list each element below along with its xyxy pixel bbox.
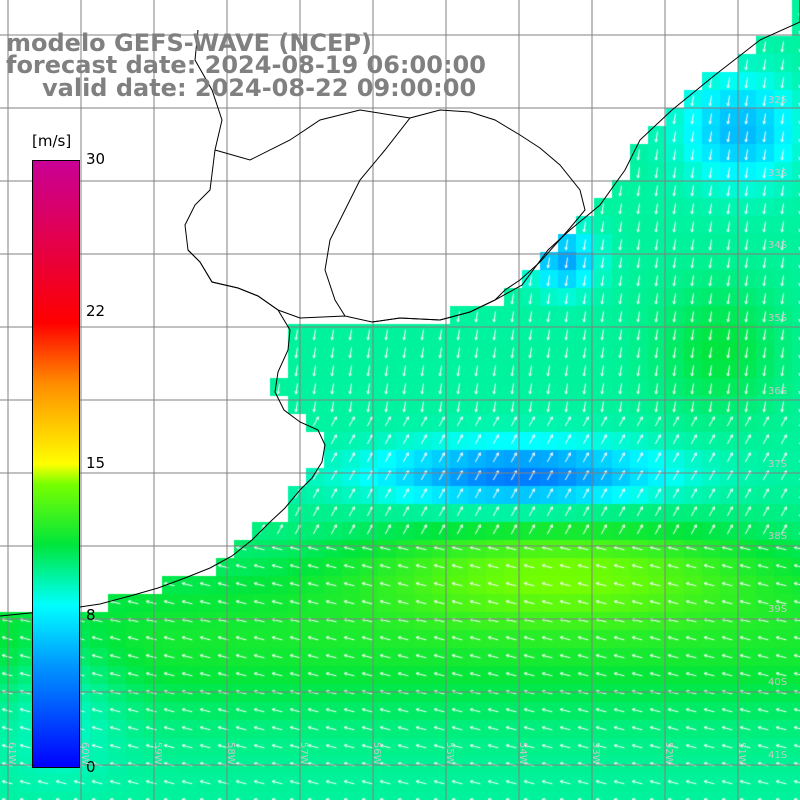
lat-label: 35S — [768, 313, 788, 324]
coastline-argentina — [0, 249, 326, 617]
lat-label: 40S — [768, 677, 788, 688]
colorbar-tick: 0 — [86, 758, 96, 776]
lon-label: 53W — [590, 742, 601, 765]
lon-label: 57W — [298, 742, 309, 765]
lat-label: 32S — [768, 95, 788, 106]
border-argentina-uruguay — [214, 109, 411, 161]
coastline-north — [184, 0, 800, 323]
lon-label: 60W — [79, 742, 90, 765]
lon-label: 58W — [225, 742, 236, 765]
lat-label: 33S — [768, 168, 788, 179]
lat-label: 37S — [768, 459, 788, 470]
lon-label: 55W — [444, 742, 455, 765]
colorbar-tick: 8 — [86, 606, 96, 624]
forecast-date: forecast date: 2024-08-19 06:00:00 — [6, 51, 486, 79]
colorbar-tick: 22 — [86, 302, 106, 320]
model-title: modelo GEFS-WAVE (NCEP) — [6, 29, 372, 57]
lon-label: 59W — [152, 742, 163, 765]
colorbar-tick: 30 — [86, 150, 106, 168]
colorbar-unit: [m/s] — [32, 132, 72, 150]
lat-label: 38S — [768, 531, 788, 542]
lon-label: 56W — [371, 742, 382, 765]
lon-label: 52W — [663, 742, 674, 765]
lat-label: 41S — [768, 750, 788, 761]
valid-date: valid date: 2024-08-22 09:00:00 — [42, 74, 477, 102]
lon-label: 51W — [736, 742, 747, 765]
lat-label: 39S — [768, 604, 788, 615]
lon-label: 61W — [6, 742, 17, 765]
lon-label: 54W — [517, 742, 528, 765]
lat-label: 34S — [768, 240, 788, 251]
border-uruguay — [324, 109, 586, 323]
colorbar-tick: 15 — [86, 454, 106, 472]
lat-label: 36S — [768, 386, 788, 397]
colorbar — [32, 160, 80, 768]
